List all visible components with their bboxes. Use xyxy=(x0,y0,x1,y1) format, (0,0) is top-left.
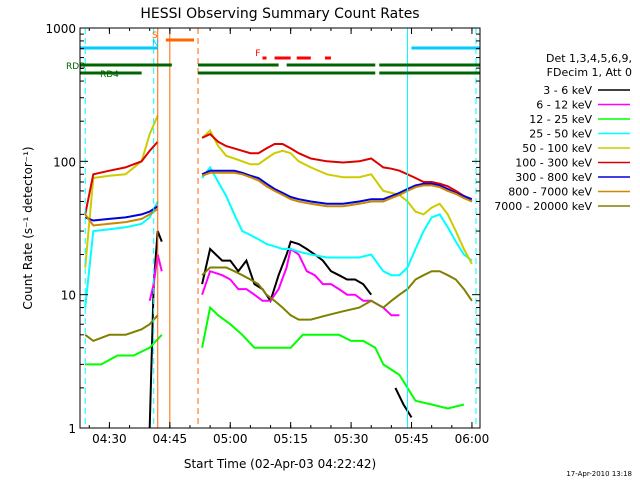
x-tick-label-3: 05:00 xyxy=(213,432,248,446)
y-tick-label-1: 1 xyxy=(68,422,76,436)
markers-layer xyxy=(84,28,477,428)
y-tick-label-3: 100 xyxy=(53,155,76,169)
flag-label-rd4: RD4 xyxy=(100,70,119,80)
series-line-9-segment-1 xyxy=(84,314,159,343)
y-tick-label-2: 10 xyxy=(61,289,76,303)
series-line-1-segment-1 xyxy=(148,230,163,429)
series-line-6-segment-2 xyxy=(201,132,473,203)
x-tick-label-1: 04:30 xyxy=(92,432,127,446)
y-tick-label-4: 1000 xyxy=(45,22,76,36)
series-line-7-segment-2 xyxy=(201,169,473,205)
x-tick-label-7: 06:00 xyxy=(455,432,490,446)
x-tick-label-5: 05:30 xyxy=(334,432,369,446)
legend-label-1: 3 - 6 keV xyxy=(543,84,592,97)
series-line-4-segment-2 xyxy=(201,165,473,277)
series-line-7-segment-1 xyxy=(84,205,159,222)
series-line-4-segment-1 xyxy=(84,201,159,308)
x-axis-label: Start Time (02-Apr-03 04:22:42) xyxy=(184,457,376,471)
flag-label-f: F xyxy=(255,49,260,59)
legend-label-9: 7000 - 20000 keV xyxy=(494,200,592,213)
legend-label-7: 300 - 800 keV xyxy=(515,171,592,184)
series-line-9-segment-2 xyxy=(201,266,473,321)
series-line-5-segment-2 xyxy=(201,128,473,265)
series-layer xyxy=(84,115,473,429)
legend-header-line1: Det 1,3,4,5,6,9, xyxy=(546,52,632,65)
y-axis-label: Count Rate (s⁻¹ detector⁻¹) xyxy=(21,146,35,309)
flags-layer: RDB RD4 SN F xyxy=(66,31,480,80)
legend: Det 1,3,4,5,6,9, FDecim 1, Att 0 3 - 6 k… xyxy=(494,52,632,213)
series-line-8-segment-2 xyxy=(201,171,473,208)
series-line-8-segment-1 xyxy=(84,208,159,227)
series-line-1-segment-3 xyxy=(394,387,413,418)
flag-label-rdb: RDB xyxy=(66,62,85,72)
series-line-2-segment-1 xyxy=(148,254,163,302)
y-axis: 1 10 100 1000 xyxy=(45,22,480,436)
legend-label-2: 6 - 12 keV xyxy=(536,99,592,112)
legend-label-8: 800 - 7000 keV xyxy=(508,186,592,199)
legend-header-line2: FDecim 1, Att 0 xyxy=(547,66,632,79)
legend-label-4: 25 - 50 keV xyxy=(529,128,592,141)
legend-label-5: 50 - 100 keV xyxy=(522,142,592,155)
series-line-3-segment-2 xyxy=(201,305,465,410)
x-tick-label-6: 05:45 xyxy=(394,432,429,446)
legend-label-6: 100 - 300 keV xyxy=(515,157,592,170)
flag-label-n: N xyxy=(152,39,159,49)
plot-frame xyxy=(79,27,481,429)
chart-title: HESSI Observing Summary Count Rates xyxy=(140,6,419,22)
flag-label-s: S xyxy=(152,31,158,41)
series-line-6-segment-1 xyxy=(84,141,159,215)
timestamp: 17-Apr-2010 13:18 xyxy=(566,470,632,478)
x-axis: 04:30 04:45 05:00 05:15 05:30 05:45 06:00 xyxy=(88,28,490,446)
series-line-3-segment-1 xyxy=(85,334,163,366)
series-line-2-segment-2 xyxy=(201,247,400,317)
x-tick-label-2: 04:45 xyxy=(153,432,188,446)
legend-label-3: 12 - 25 keV xyxy=(529,113,592,126)
x-tick-label-4: 05:15 xyxy=(273,432,308,446)
